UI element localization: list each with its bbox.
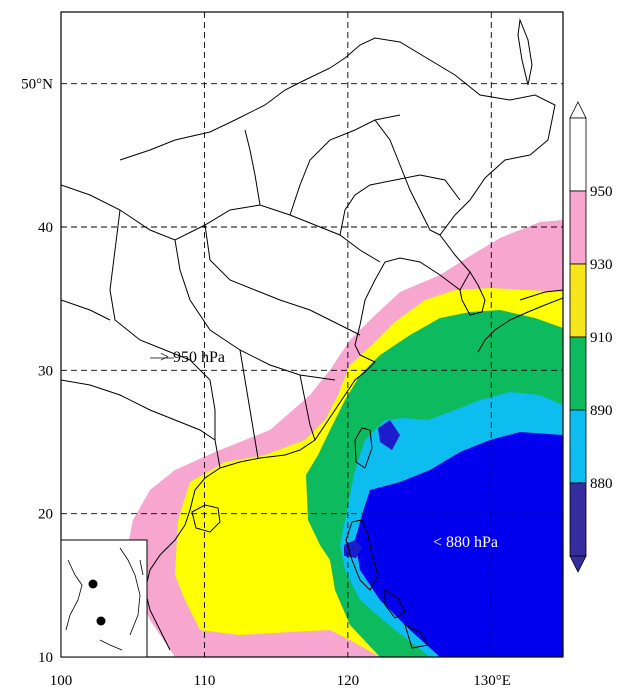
colorbar-segment bbox=[569, 263, 587, 338]
colorbar-segment bbox=[569, 409, 587, 484]
colorbar-segment bbox=[569, 482, 587, 557]
colorbar-bottom-arrow bbox=[569, 555, 587, 573]
colorbar-top-arrow bbox=[569, 101, 587, 119]
inset-coastline bbox=[65, 547, 144, 651]
annotation-high: > 950 hPa bbox=[150, 349, 225, 366]
inset-map bbox=[60, 539, 148, 658]
y-tick-label: 40 bbox=[38, 220, 53, 236]
islands-visayas bbox=[384, 589, 429, 649]
colorbar-label: 950 bbox=[590, 184, 613, 200]
provincial-boundaries bbox=[61, 114, 461, 591]
coastline-sakhalin bbox=[517, 18, 533, 86]
coastline-korea bbox=[459, 271, 486, 316]
inset-frame bbox=[60, 539, 148, 658]
graticule bbox=[61, 12, 563, 657]
dark-blue-patch-luzon bbox=[344, 540, 362, 558]
dark-blue-patch-taiwan bbox=[378, 420, 400, 450]
coastline-mainland bbox=[119, 37, 556, 526]
x-tick-label: 130°E bbox=[473, 673, 511, 689]
colorbar-label: 930 bbox=[590, 257, 613, 273]
annotation-low-label: < 880 hPa bbox=[433, 534, 498, 551]
y-tick-label: 30 bbox=[38, 363, 53, 379]
y-tick-label: 50°N bbox=[21, 77, 53, 93]
blue-region bbox=[355, 432, 563, 657]
x-tick-labels: 100 110 120 130°E bbox=[50, 673, 511, 689]
colorbar-label: 880 bbox=[590, 476, 613, 492]
island-hainan bbox=[191, 504, 221, 533]
inset-marker-1 bbox=[88, 579, 98, 589]
y-tick-label: 10 bbox=[38, 650, 53, 666]
island-taiwan bbox=[354, 427, 373, 469]
colorbar-label: 890 bbox=[590, 403, 613, 419]
colorbar: 950 930 910 890 880 bbox=[569, 101, 613, 573]
map-frame bbox=[60, 11, 564, 658]
y-tick-label: 20 bbox=[38, 507, 53, 523]
colorbar-segment bbox=[569, 117, 587, 192]
x-tick-label: 110 bbox=[193, 673, 215, 689]
x-tick-label: 100 bbox=[50, 673, 73, 689]
colorbar-label: 910 bbox=[590, 330, 613, 346]
colorbar-segment bbox=[569, 336, 587, 411]
y-tick-labels: 10 20 30 40 50°N bbox=[21, 77, 53, 666]
colorbar-segment bbox=[569, 190, 587, 265]
coastline-japan bbox=[477, 289, 563, 353]
inset-marker-2 bbox=[96, 616, 106, 626]
x-tick-label: 120 bbox=[337, 673, 360, 689]
island-luzon bbox=[345, 519, 379, 591]
annotation-high-label: > 950 hPa bbox=[160, 349, 225, 366]
pressure-shading bbox=[125, 220, 563, 657]
